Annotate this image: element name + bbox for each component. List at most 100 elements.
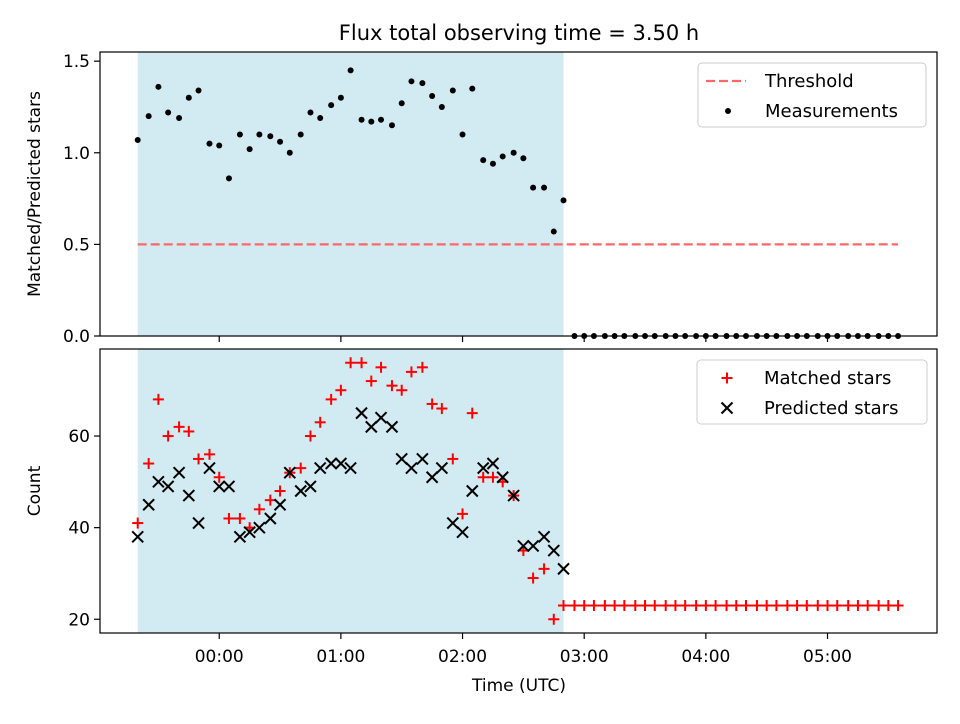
chart-title: Flux total observing time = 3.50 h <box>339 21 699 45</box>
measurement-point <box>510 149 517 156</box>
matched-star-point <box>183 425 195 437</box>
matched-star-point <box>356 357 368 369</box>
matched-star-point <box>751 600 763 612</box>
measurement-point <box>165 109 172 116</box>
matched-star-point <box>274 485 286 497</box>
legend-box <box>697 62 927 128</box>
measurement-point <box>541 184 548 191</box>
matched-star-point <box>457 508 469 520</box>
matched-star-point <box>679 600 691 612</box>
matched-star-point <box>730 600 742 612</box>
x-tick-label: 03:00 <box>560 647 609 667</box>
matched-star-point <box>812 600 824 612</box>
measurement-point <box>438 103 445 110</box>
matched-star-point <box>152 393 164 405</box>
measurement-point <box>206 140 213 147</box>
predicted-star-point <box>313 461 327 475</box>
matched-star-point <box>568 600 580 612</box>
matched-star-point <box>882 600 894 612</box>
x-tick-label: 04:00 <box>681 647 730 667</box>
matched-star-point <box>264 494 276 506</box>
matched-star-point <box>538 563 550 575</box>
y-tick-label: 40 <box>68 519 90 539</box>
measurement-point <box>155 83 162 90</box>
predicted-star-point <box>486 457 500 470</box>
measurement-point <box>185 94 192 101</box>
predicted-star-point <box>374 411 388 424</box>
measurement-point <box>520 155 527 162</box>
measurement-point <box>530 184 537 191</box>
matched-star-point <box>862 600 874 612</box>
measurement-point <box>368 118 375 125</box>
y-tick-label: 1.5 <box>63 52 90 72</box>
x-axis-label: Time (UTC) <box>471 676 566 696</box>
measurement-point <box>388 122 395 129</box>
measurement-point <box>337 94 344 101</box>
measurement-point <box>347 67 354 74</box>
measurement-point <box>328 102 335 109</box>
measurement-point <box>469 85 476 92</box>
measurement-point <box>429 92 436 99</box>
matched-star-point <box>842 600 854 612</box>
measurement-point <box>358 116 365 123</box>
predicted-star-point <box>537 530 551 544</box>
y-axis-label: Matched/Predicted stars <box>25 91 45 297</box>
matched-star-point <box>558 600 570 612</box>
measurement-point <box>480 157 487 164</box>
measurement-point <box>246 146 253 153</box>
observing-window-shade <box>137 349 564 633</box>
predicted-star-point <box>233 530 247 544</box>
matched-star-point <box>710 600 722 612</box>
matched-star-point <box>132 517 144 529</box>
matched-star-point <box>295 462 307 474</box>
matched-star-point <box>405 366 417 378</box>
predicted-star-point <box>405 461 418 475</box>
legend-label: Matched stars <box>764 368 891 389</box>
legend-measurement-swatch <box>725 108 731 114</box>
measurement-point <box>145 113 152 120</box>
matched-star-point <box>193 453 205 465</box>
predicted-star-point <box>213 480 226 493</box>
measurement-point <box>449 87 456 94</box>
series-measurements <box>134 67 902 339</box>
matched-star-point <box>375 361 387 373</box>
matched-star-point <box>436 403 448 415</box>
predicted-star-point <box>294 484 307 498</box>
predicted-star-point <box>192 516 205 530</box>
matched-star-point <box>873 600 885 612</box>
matched-star-point <box>690 600 702 612</box>
matched-star-point <box>700 600 712 612</box>
x-tick-label: 01:00 <box>316 647 365 667</box>
predicted-star-point <box>304 480 317 493</box>
matched-star-point <box>253 503 265 515</box>
matched-star-point <box>396 384 408 396</box>
predicted-star-point <box>243 526 256 539</box>
measurement-point <box>297 131 304 138</box>
matched-star-point <box>609 600 621 612</box>
measurement-point <box>459 131 466 138</box>
matched-star-point <box>335 384 347 396</box>
measurement-point <box>134 136 141 143</box>
matched-star-point <box>618 600 630 612</box>
matched-star-point <box>740 600 752 612</box>
matched-star-point <box>831 600 843 612</box>
measurement-point <box>307 109 314 116</box>
matched-star-point <box>162 430 174 442</box>
predicted-star-point <box>131 530 144 544</box>
series-predicted-stars <box>131 406 570 576</box>
axes-frame <box>99 348 938 634</box>
series-matched-stars <box>132 357 904 625</box>
matched-star-point <box>639 600 651 612</box>
matched-star-point <box>761 600 773 612</box>
predicted-star-point <box>152 475 165 489</box>
legend-label: Threshold <box>764 71 854 92</box>
matched-star-point <box>203 448 215 460</box>
predicted-star-point <box>496 471 509 484</box>
matched-star-point <box>487 471 499 483</box>
matched-star-point <box>426 398 438 410</box>
legend: Threshold Measurements <box>697 62 927 128</box>
matched-star-point <box>669 600 681 612</box>
predicted-star-point <box>507 489 520 502</box>
